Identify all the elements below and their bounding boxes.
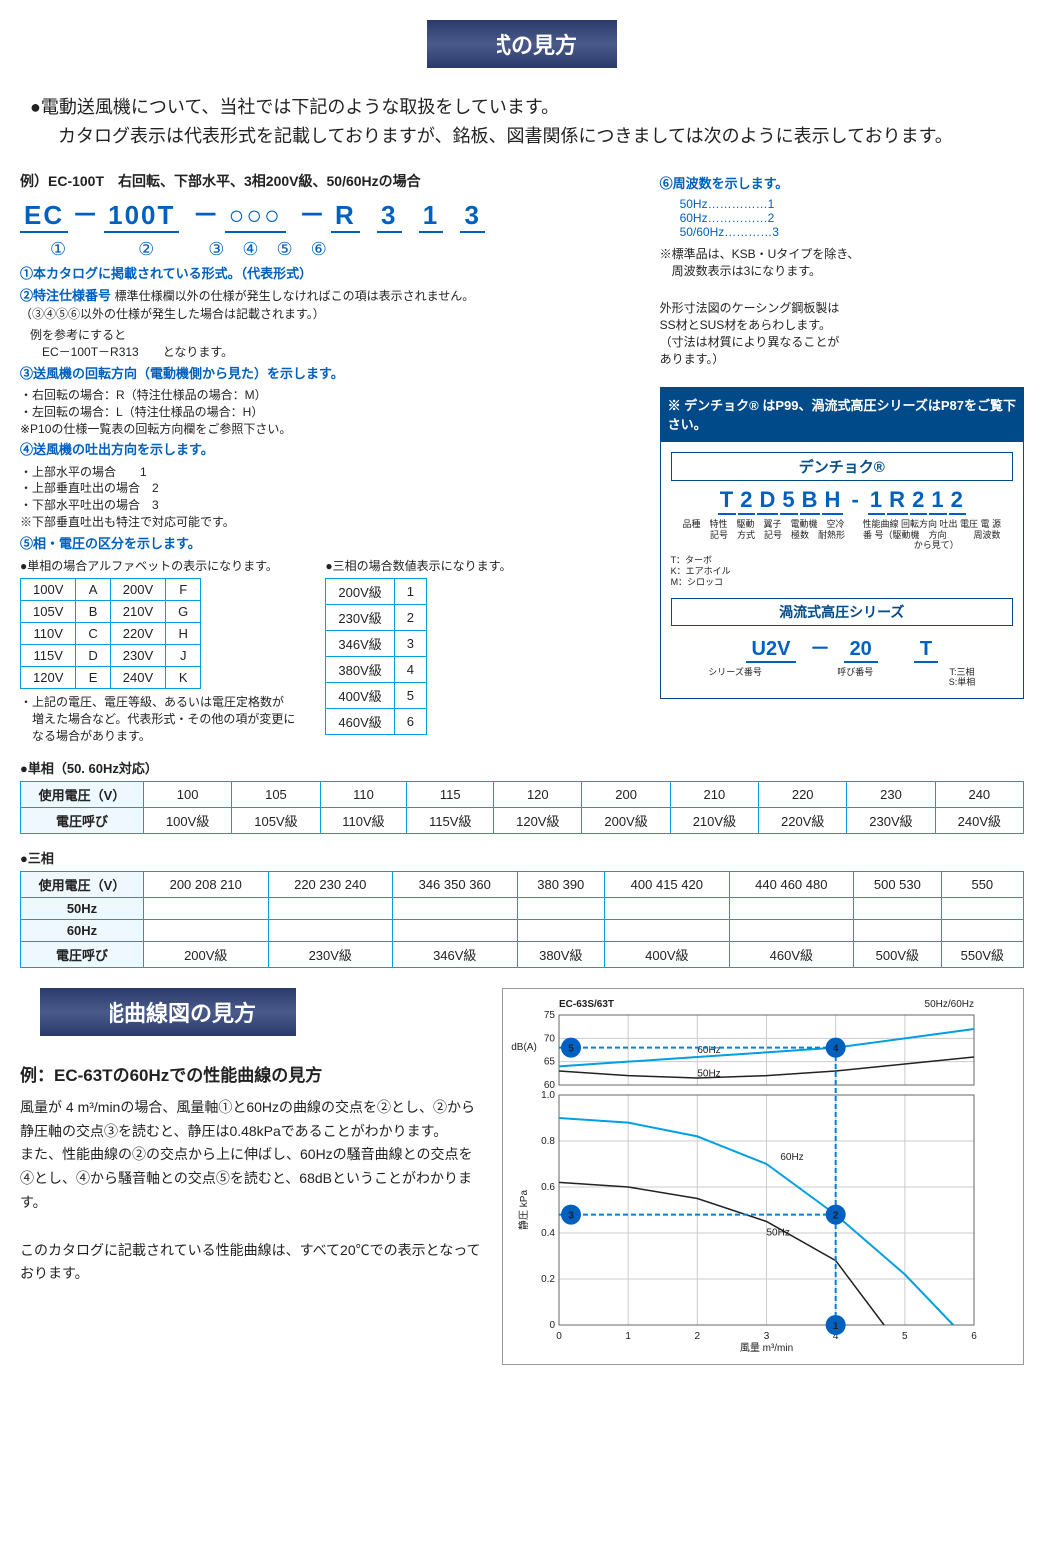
svg-text:dB(A): dB(A) <box>511 1042 537 1053</box>
svg-text:5: 5 <box>568 1044 574 1055</box>
perf-description: 風量が 4 m³/minの場合、風量軸①と60Hzの曲線の交点を②とし、②から静… <box>20 1096 482 1286</box>
svg-text:1: 1 <box>625 1331 631 1342</box>
svg-text:60Hz: 60Hz <box>697 1045 720 1056</box>
svg-text:60Hz: 60Hz <box>780 1152 803 1163</box>
chart-title-banner: 性能曲線図の見方 <box>40 988 296 1036</box>
item-2: ②特注仕様番号 <box>20 288 111 303</box>
svg-text:2: 2 <box>694 1331 700 1342</box>
item-6: ⑥周波数を示します。 <box>660 176 789 191</box>
svg-text:3: 3 <box>764 1331 770 1342</box>
reference-note: ※ デンチョク® はP99、渦流式高圧シリーズはP87をご覧下さい。 <box>660 387 1024 441</box>
svg-text:EC-63S/63T: EC-63S/63T <box>559 999 614 1010</box>
wide1-label: ●単相（50. 60Hz対応） <box>20 758 1024 777</box>
svg-text:0.2: 0.2 <box>541 1274 555 1285</box>
svg-text:50Hz/60Hz: 50Hz/60Hz <box>924 999 973 1010</box>
svg-text:5: 5 <box>902 1331 908 1342</box>
svg-text:75: 75 <box>544 1010 556 1021</box>
denchoku-box: デンチョク® T2D5BH - 1R212 品種 特性 駆動 翼子 電動機 空冷… <box>660 441 1024 699</box>
svg-text:0.8: 0.8 <box>541 1136 555 1147</box>
svg-text:2: 2 <box>833 1210 839 1221</box>
svg-text:0: 0 <box>549 1320 555 1331</box>
svg-text:1.0: 1.0 <box>541 1090 555 1101</box>
svg-text:50Hz: 50Hz <box>766 1227 789 1238</box>
svg-text:0: 0 <box>556 1331 562 1342</box>
circled-numbers: ① ② ③ ④ ⑤ ⑥ <box>20 235 640 261</box>
svg-text:1: 1 <box>833 1321 839 1332</box>
svg-text:50Hz: 50Hz <box>697 1068 720 1079</box>
svg-text:6: 6 <box>971 1331 977 1342</box>
item-1: ①本カタログに掲載されている形式。（代表形式） <box>20 266 312 281</box>
model-code: EC－100T －○○○ －R 3 1 3 <box>20 195 640 233</box>
svg-text:静圧 kPa: 静圧 kPa <box>517 1189 530 1229</box>
svg-text:70: 70 <box>544 1033 556 1044</box>
svg-text:風量 m³/min: 風量 m³/min <box>740 1342 793 1354</box>
title-banner: 形式の見方 <box>427 20 617 68</box>
intro-text: ●電動送風機について、当社では下記のような取扱をしています。 カタログ表示は代表… <box>30 93 1024 151</box>
svg-text:0.4: 0.4 <box>541 1228 555 1239</box>
item-5: ⑤相・電圧の区分を示します。 <box>20 536 201 551</box>
wide2-label: ●三相 <box>20 848 1024 867</box>
svg-text:3: 3 <box>568 1210 574 1221</box>
svg-text:0.6: 0.6 <box>541 1182 555 1193</box>
performance-chart: EC-63S/63T50Hz/60Hz01234566065707500.20.… <box>502 988 1024 1365</box>
three-phase-wide-table: 使用電圧（V）200 208 210220 230 240346 350 360… <box>20 871 1024 968</box>
three-phase-table: 200V級1230V級2346V級3380V級4400V級5460V級6 <box>325 578 427 735</box>
single-phase-wide-table: 使用電圧（V）100105110115120200210220230240電圧呼… <box>20 781 1024 834</box>
example-label: 例）EC-100T 右回転、下部水平、3相200V級、50/60Hzの場合 <box>20 171 640 191</box>
perf-example-title: 例：EC-63Tの60Hzでの性能曲線の見方 <box>20 1061 482 1086</box>
svg-text:4: 4 <box>833 1044 839 1055</box>
svg-text:65: 65 <box>544 1057 556 1068</box>
single-phase-table: 100VA200VF105VB210VG110VC220VH115VD230VJ… <box>20 578 201 689</box>
item-3: ③送風機の回転方向（電動機側から見た）を示します。 <box>20 366 344 381</box>
item-4: ④送風機の吐出方向を示します。 <box>20 442 214 457</box>
